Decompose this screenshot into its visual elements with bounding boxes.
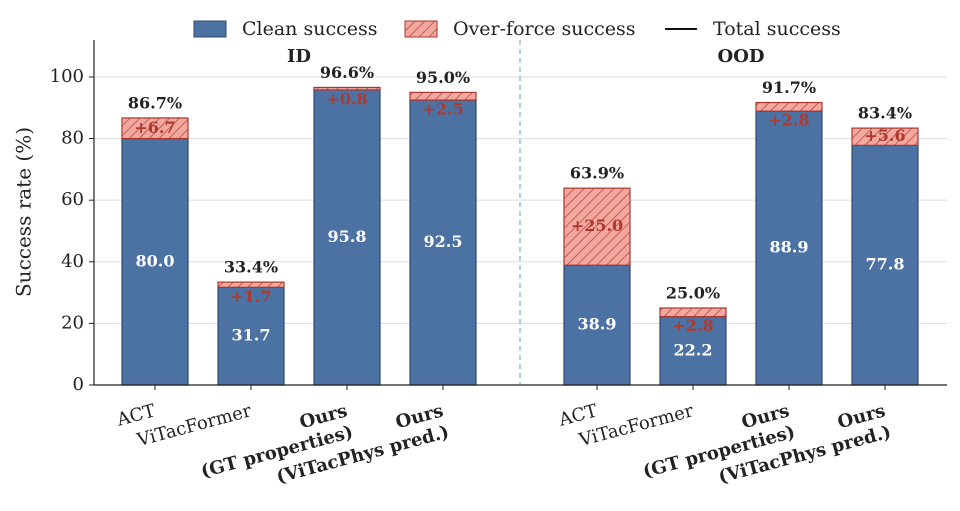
bar-segment xyxy=(409,99,477,386)
group-label: ID xyxy=(287,46,311,67)
bar-value-label: +6.7 xyxy=(134,118,175,137)
y-tick-label: 100 xyxy=(50,66,84,87)
bar-value-label: 77.8 xyxy=(866,255,905,274)
bar-segment xyxy=(121,117,189,140)
y-tick-label: 40 xyxy=(61,251,84,272)
legend-swatch xyxy=(404,20,438,38)
bar-value-label: +2.8 xyxy=(672,316,713,335)
bar-segment xyxy=(121,137,189,386)
bar-segment xyxy=(851,127,919,146)
total-label: 96.6% xyxy=(320,63,374,82)
legend-label: Over-force success xyxy=(453,18,636,40)
bar-value-label: 88.9 xyxy=(770,238,809,257)
total-label: 63.9% xyxy=(570,164,624,183)
total-label: 33.4% xyxy=(224,258,278,277)
bar-segment xyxy=(313,86,381,91)
bar-value-label: 38.9 xyxy=(578,315,617,334)
bar-segment xyxy=(755,101,823,112)
y-tick-label: 20 xyxy=(61,312,84,333)
bar-segment xyxy=(755,110,823,386)
total-label: 86.7% xyxy=(128,93,182,112)
group-label: OOD xyxy=(718,46,765,67)
legend-label: Clean success xyxy=(242,18,377,40)
bar-value-label: 80.0 xyxy=(136,251,175,270)
bar-segment xyxy=(217,281,285,288)
bar-value-label: 95.8 xyxy=(328,227,367,246)
bar-value-label: 92.5 xyxy=(424,232,463,251)
total-label: 91.7% xyxy=(762,78,816,97)
bar-value-label: 22.2 xyxy=(674,340,713,359)
total-label: 83.4% xyxy=(858,104,912,123)
bar-value-label: +2.8 xyxy=(768,111,809,130)
total-label: 95.0% xyxy=(416,68,470,87)
y-tick-label: 80 xyxy=(61,128,84,149)
y-tick-label: 0 xyxy=(73,374,84,395)
legend-swatch xyxy=(193,20,227,38)
bar-segment xyxy=(851,144,919,386)
bar-value-label: 31.7 xyxy=(232,326,271,345)
y-axis-label: Success rate (%) xyxy=(12,127,36,297)
bar-segment xyxy=(659,307,727,318)
bar-value-label: +2.5 xyxy=(422,100,463,119)
y-tick-label: 60 xyxy=(61,189,84,210)
bar-value-label: +5.6 xyxy=(864,126,905,145)
bar-segment xyxy=(563,187,631,266)
legend-label: Total success xyxy=(713,18,841,40)
bar-segment xyxy=(409,91,477,101)
bar-value-label: +1.7 xyxy=(230,287,271,306)
bar-value-label: +25.0 xyxy=(571,216,623,235)
bar-segment xyxy=(217,286,285,386)
total-label: 25.0% xyxy=(666,283,720,302)
bar-value-label: +0.8 xyxy=(326,89,367,108)
